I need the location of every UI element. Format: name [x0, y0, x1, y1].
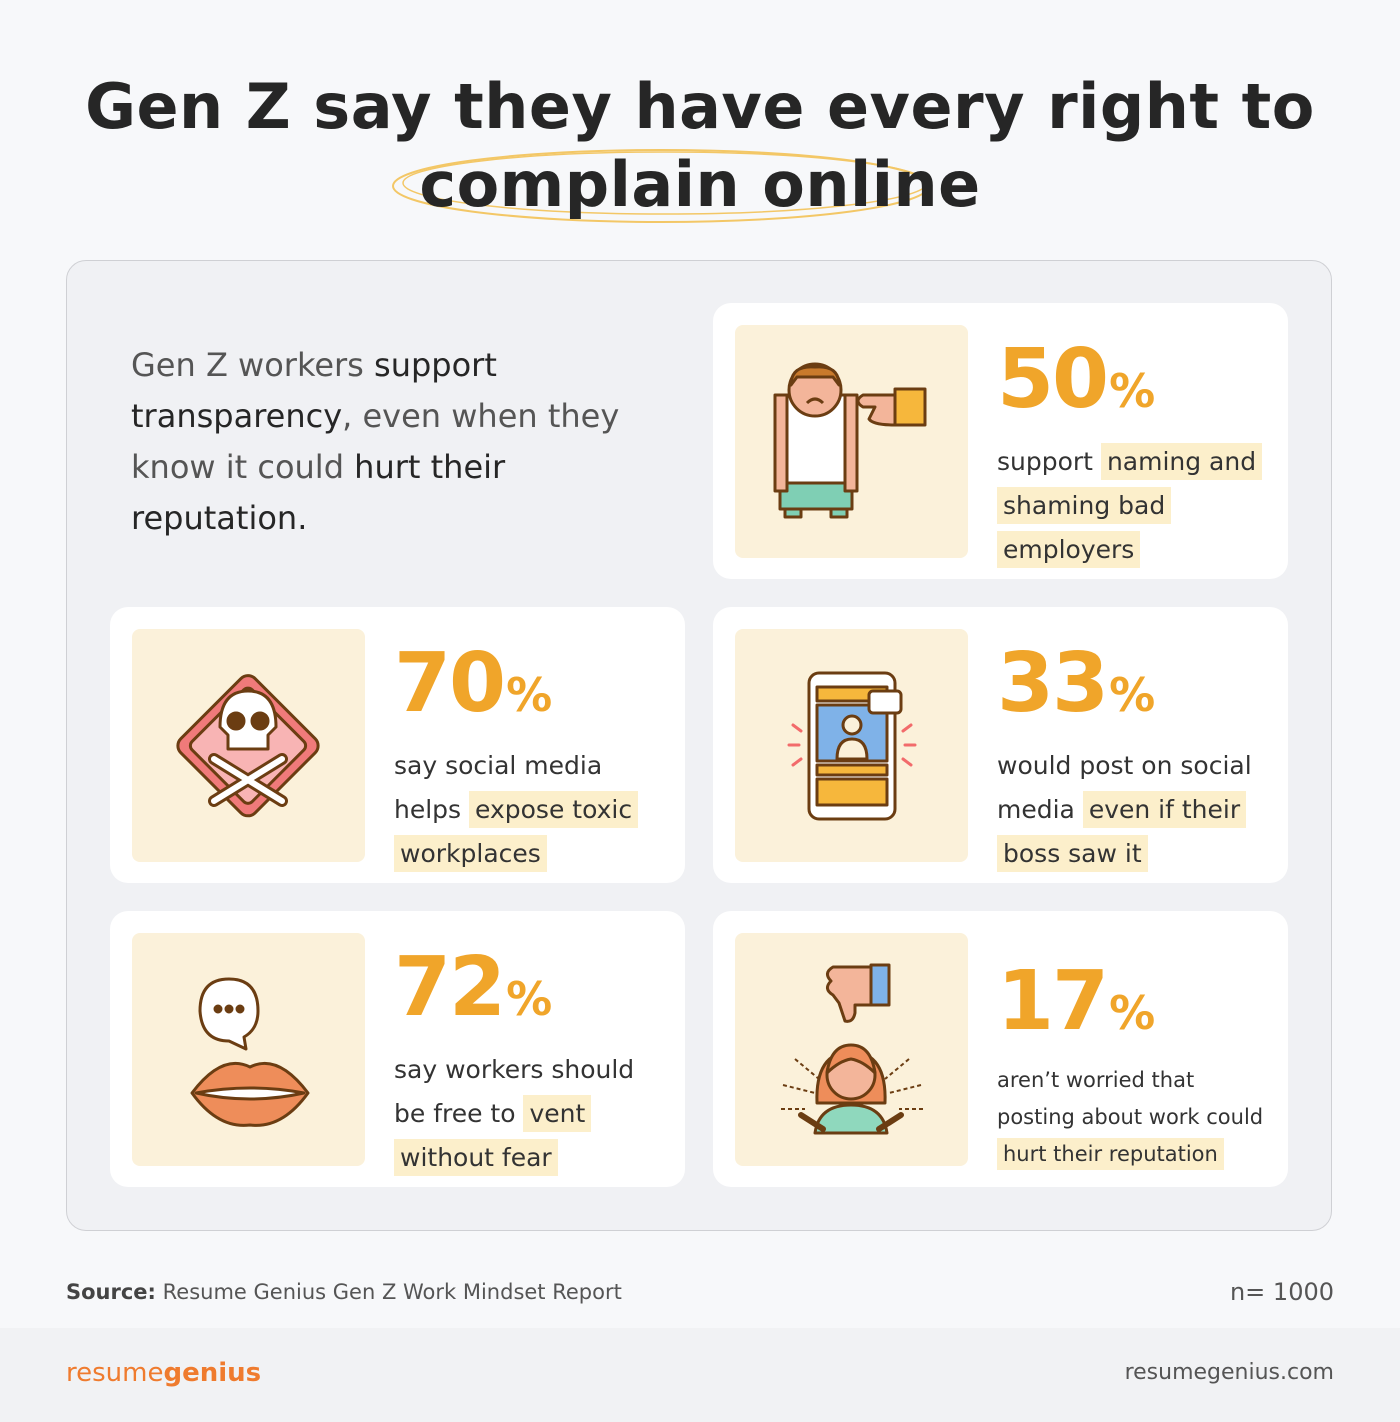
title-line: complain online — [419, 148, 981, 221]
stat-text: say social media helps expose toxic work… — [394, 744, 669, 876]
stat-value: 50% — [997, 335, 1272, 436]
intro-emphasis: hurt their reputation. — [131, 448, 506, 537]
stat-card: 50% support naming and shaming bad emplo… — [713, 303, 1288, 579]
stat-number: 17 — [997, 954, 1109, 1049]
stat-unit: % — [1109, 986, 1156, 1040]
stat-lead: would post on social media — [997, 751, 1252, 824]
stat-unit: % — [506, 668, 553, 722]
stat-text: would post on social media even if their… — [997, 744, 1272, 876]
stat-card: 70% say social media helps expose toxic … — [110, 607, 685, 883]
icon — [735, 933, 968, 1166]
stat-number: 70 — [394, 636, 506, 731]
stat-lead: say workers should be free to — [394, 1055, 635, 1128]
stat-text: aren’t worried that posting about work c… — [997, 1062, 1272, 1173]
stat-value: 33% — [997, 639, 1272, 740]
stat-unit: % — [1109, 668, 1156, 722]
icon — [735, 629, 968, 862]
stat-highlight: hurt their reputation — [997, 1138, 1224, 1170]
intro-emphasis: support transparency — [131, 346, 497, 435]
stat-lead: aren’t worried that posting about work c… — [997, 1068, 1264, 1129]
stat-card: 33% would post on social media even if t… — [713, 607, 1288, 883]
logo-part: resume — [66, 1358, 164, 1388]
icon — [735, 325, 968, 558]
footer-url[interactable]: resumegenius.com — [1124, 1360, 1334, 1385]
stat-card: 17% aren’t worried that posting about wo… — [713, 911, 1288, 1187]
stat-number: 33 — [997, 636, 1109, 731]
logo-part: genius — [163, 1358, 262, 1388]
stat-unit: % — [1109, 364, 1156, 418]
icon — [132, 933, 365, 1166]
footer: resumegenius resumegenius.com — [0, 1328, 1400, 1422]
stat-value: 72% — [394, 943, 669, 1044]
stat-lead: support — [997, 447, 1101, 476]
source-label: Source: — [66, 1280, 156, 1304]
stat-lead: say social media helps — [394, 751, 603, 824]
stat-text: say workers should be free to vent witho… — [394, 1048, 669, 1180]
source-text: Resume Genius Gen Z Work Mindset Report — [155, 1280, 622, 1304]
title: Gen Z say they have every right to compl… — [0, 68, 1400, 224]
stat-number: 72 — [394, 940, 506, 1035]
source: Source: Resume Genius Gen Z Work Mindset… — [66, 1280, 622, 1304]
stat-card: 72% say workers should be free to vent w… — [110, 911, 685, 1187]
stat-value: 17% — [997, 957, 1272, 1058]
title-line-circled: complain online — [392, 146, 981, 224]
stat-number: 50 — [997, 332, 1109, 427]
icon — [132, 629, 365, 862]
stat-text: support naming and shaming bad employers — [997, 440, 1272, 572]
stat-value: 70% — [394, 639, 669, 740]
stat-unit: % — [506, 972, 553, 1026]
intro-text: Gen Z workers support transparency, even… — [131, 340, 651, 544]
intro-segment: Gen Z workers — [131, 346, 375, 384]
logo[interactable]: resumegenius — [66, 1358, 261, 1388]
sample-size: n= 1000 — [1229, 1278, 1334, 1306]
title-line: Gen Z say they have every right to — [85, 70, 1315, 143]
circle-doodle — [392, 149, 931, 223]
intro-segment: , even when they know it could — [131, 397, 620, 486]
